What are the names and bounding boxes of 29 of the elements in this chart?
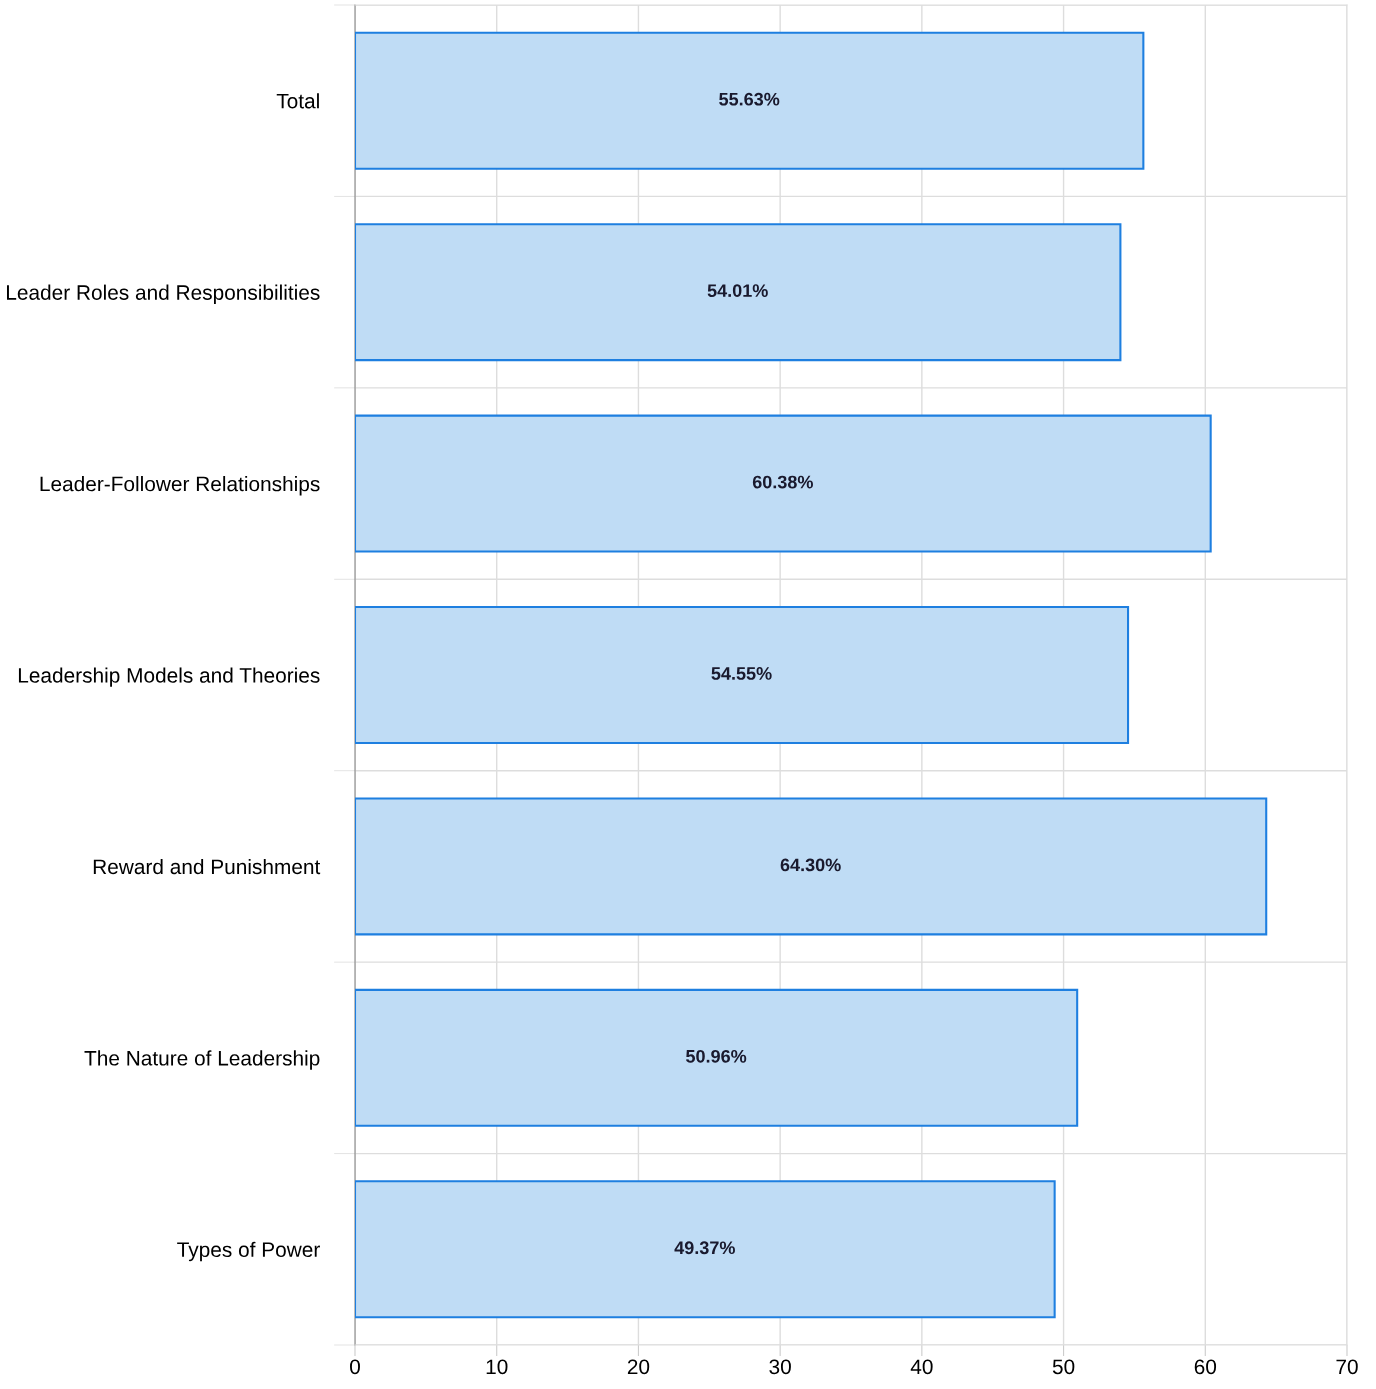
data-label: 54.01% (707, 284, 768, 297)
bar (355, 31, 1145, 170)
data-label: 60.38% (752, 475, 813, 489)
x-tick-label: 30 (769, 1359, 791, 1375)
data-label: 55.63% (719, 92, 780, 106)
bar (355, 414, 1212, 553)
x-tick-label: 20 (627, 1359, 650, 1375)
x-tick-label: 40 (910, 1359, 933, 1375)
data-label: 49.37% (674, 1241, 735, 1255)
x-tick-label: 50 (1052, 1359, 1075, 1375)
y-tick-label: The Nature of Leadership (84, 1050, 320, 1070)
y-tick-label: Leader-Follower Relationships (40, 476, 320, 496)
data-label: 50.96% (686, 1049, 747, 1063)
y-tick-label: Total (276, 93, 319, 109)
bar (355, 797, 1268, 936)
y-tick-label: Leadership Models and Theories (18, 667, 320, 687)
x-tick-label: 60 (1194, 1359, 1217, 1375)
bar (355, 1180, 1056, 1319)
bar (355, 606, 1130, 744)
data-label: 54.55% (711, 667, 772, 680)
x-tick-label: 0 (350, 1359, 360, 1375)
y-tick-label: Leader Roles and Responsibilities (7, 284, 320, 305)
x-tick-label: 70 (1336, 1359, 1358, 1375)
bar (355, 223, 1122, 362)
bar (355, 988, 1079, 1127)
y-tick-label: Reward and Punishment (93, 858, 321, 875)
x-tick-label: 10 (486, 1359, 508, 1375)
data-label: 64.30% (780, 858, 841, 872)
y-tick-label: Types of Power (177, 1241, 320, 1262)
